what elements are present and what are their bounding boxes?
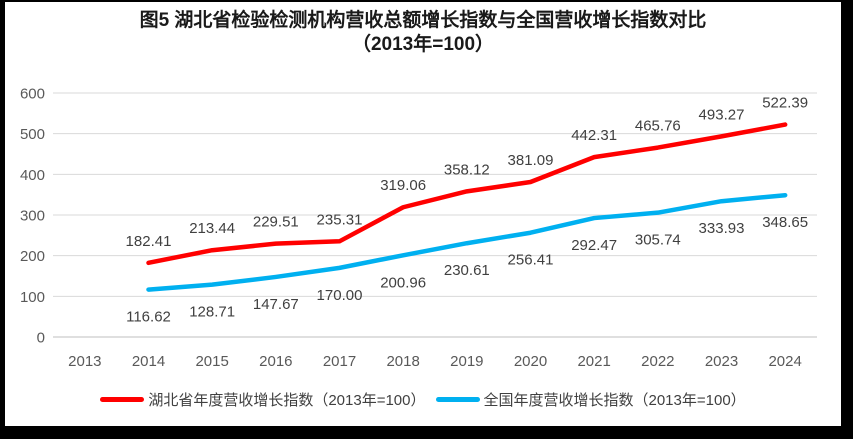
legend-item-0: 湖北省年度营收增长指数（2013年=100） [100, 389, 426, 410]
chart-plot-area: 0 100 200 300 400 500 600 2013 2014 2015 2016 2017 2… [20, 86, 817, 370]
data-label: 147.67 [253, 296, 299, 313]
data-label: 522.39 [762, 95, 808, 112]
data-label: 213.44 [189, 220, 235, 237]
x-axis-tick-label: 2016 [259, 353, 292, 370]
data-label: 333.93 [699, 220, 745, 237]
data-label: 170.00 [317, 287, 363, 304]
data-label: 230.61 [444, 262, 490, 279]
x-axis-tick-label: 2020 [514, 353, 547, 370]
x-axis-tick-label: 2024 [768, 353, 801, 370]
data-label: 292.47 [571, 237, 617, 254]
data-label: 128.71 [189, 304, 235, 321]
legend-item-1: 全国年度营收增长指数（2013年=100） [435, 389, 746, 410]
data-label: 348.65 [762, 214, 808, 231]
legend-label: 湖北省年度营收增长指数（2013年=100） [148, 391, 426, 409]
data-label: 235.31 [317, 211, 363, 228]
y-axis-tick-label: 400 [20, 167, 45, 184]
chart-legend: 湖北省年度营收增长指数（2013年=100） 全国年度营收增长指数（2013年=1… [5, 389, 841, 410]
series-line-0 [146, 122, 788, 266]
chart-title-line1: 图5 湖北省检验检测机构营收总额增长指数与全国营收增长指数对比 [139, 10, 707, 31]
data-label: 465.76 [635, 118, 681, 135]
x-axis-tick-label: 2015 [195, 353, 228, 370]
data-label: 493.27 [699, 106, 745, 123]
y-axis-tick-label: 300 [20, 208, 45, 225]
x-axis-tick-label: 2017 [323, 353, 356, 370]
data-label: 182.41 [126, 233, 172, 250]
legend-label: 全国年度营收增长指数（2013年=100） [483, 391, 746, 409]
data-label: 442.31 [571, 127, 617, 144]
y-axis-tick-label: 600 [20, 86, 45, 103]
y-axis-tick-label: 500 [20, 126, 45, 143]
y-axis-tick-label: 100 [20, 289, 45, 306]
legend-line-swatch-icon [100, 396, 145, 402]
chart-title-line2: （2013年=100） [351, 34, 495, 55]
legend-line-swatch-icon [435, 396, 480, 402]
y-axis-tick-label: 0 [37, 330, 45, 347]
x-axis-tick-label: 2014 [132, 353, 165, 370]
x-axis-tick-label: 2021 [577, 353, 610, 370]
data-label: 200.96 [380, 274, 426, 291]
x-axis-tick-label: 2013 [68, 353, 101, 370]
x-axis-tick-label: 2022 [641, 353, 674, 370]
data-label: 358.12 [444, 161, 490, 178]
data-label: 381.09 [508, 152, 554, 169]
data-label: 319.06 [380, 177, 426, 194]
chart-title: 图5 湖北省检验检测机构营收总额增长指数与全国营收增长指数对比 （2013年=1… [5, 9, 841, 57]
x-axis-tick-label: 2023 [705, 353, 738, 370]
data-label: 305.74 [635, 232, 681, 249]
data-label: 229.51 [253, 214, 299, 231]
data-label: 116.62 [126, 309, 171, 326]
x-axis-tick-label: 2019 [450, 353, 483, 370]
data-label: 256.41 [508, 252, 554, 269]
series-line-1 [146, 192, 788, 292]
x-axis-tick-label: 2018 [386, 353, 419, 370]
y-axis-tick-label: 200 [20, 248, 45, 265]
